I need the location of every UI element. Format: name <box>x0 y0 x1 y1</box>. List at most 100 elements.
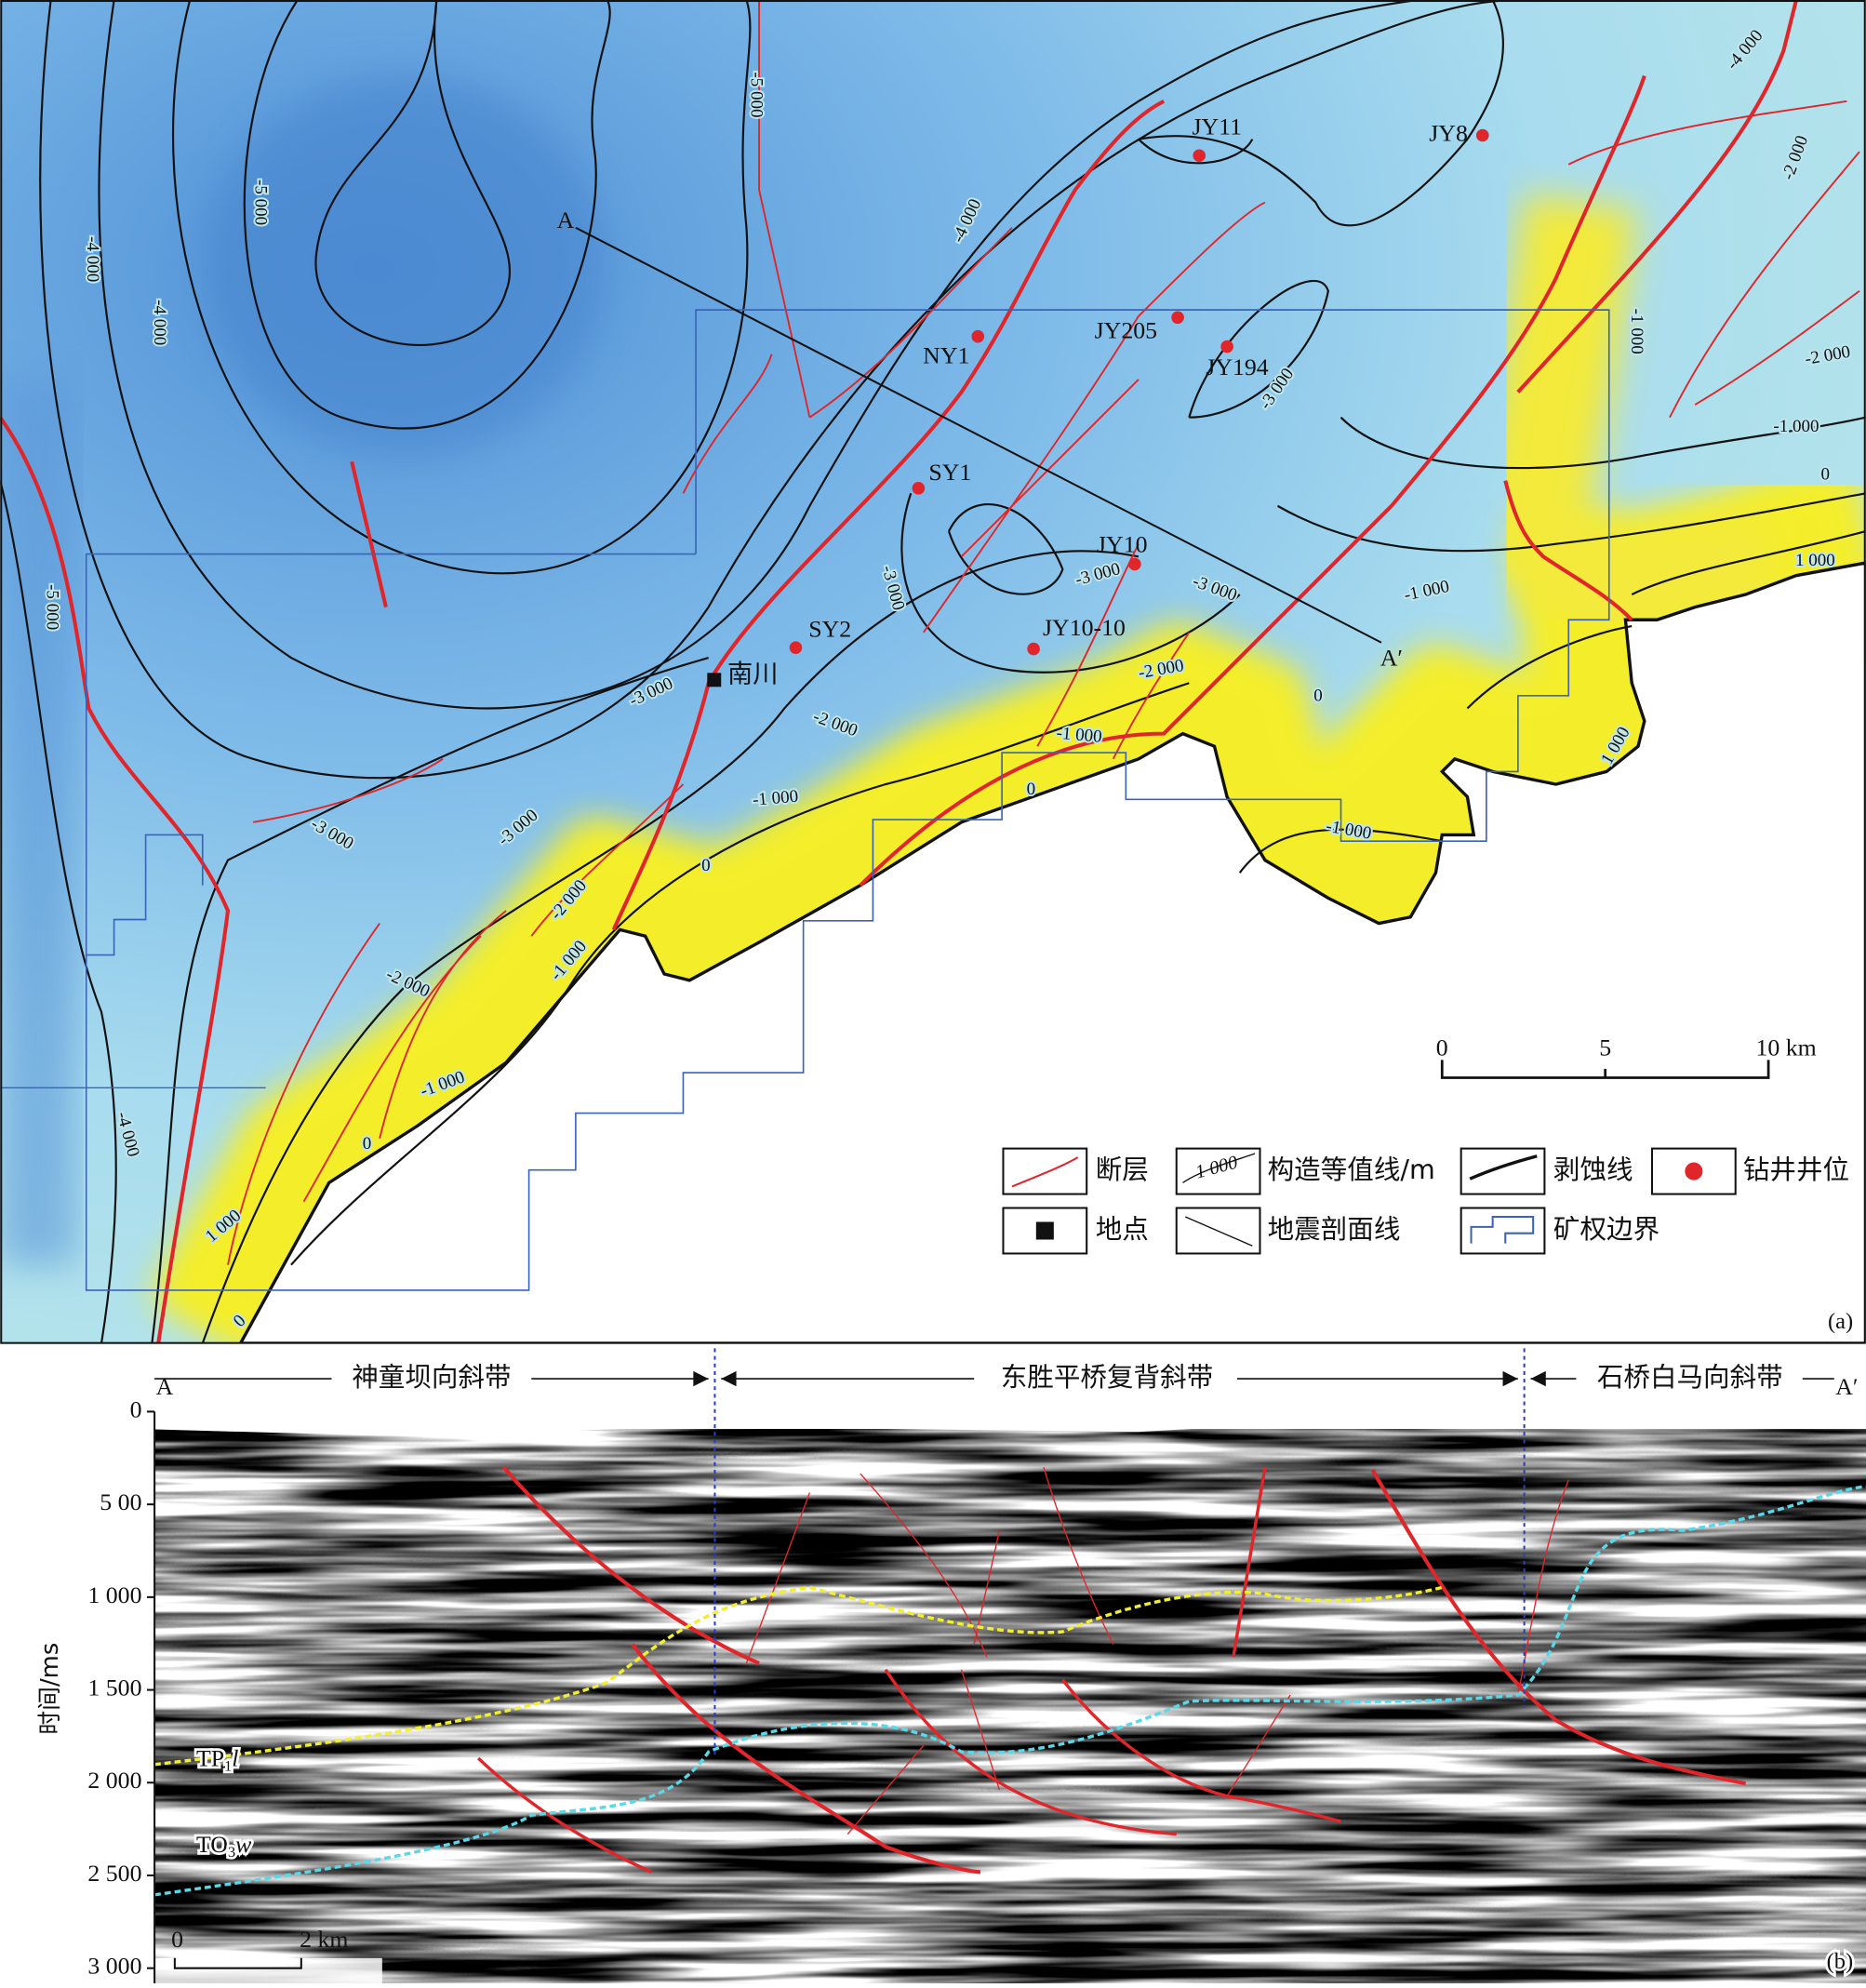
legend-box <box>1002 1147 1088 1195</box>
well-label: JY10 <box>1097 530 1148 557</box>
legend-boundary <box>1470 1216 1535 1244</box>
section-end: A′ <box>1835 1373 1858 1400</box>
legend-well <box>1685 1162 1703 1181</box>
legend-label: 剥蚀线 <box>1553 1154 1633 1185</box>
contours <box>0 0 1866 1343</box>
line-end: A′ <box>1380 645 1403 672</box>
panel-label: (a) <box>1828 1309 1853 1334</box>
contour-label: -5 000 <box>251 180 271 225</box>
y-tick-label: 2 500 <box>87 1860 141 1887</box>
contour-label: -5 000 <box>42 584 61 630</box>
horizon-main: TO <box>196 1831 228 1858</box>
y-tick-label: 0 <box>130 1395 142 1422</box>
contour-label: -1 000 <box>1627 309 1646 354</box>
faults <box>0 0 1798 1343</box>
seismic-image <box>154 1429 1866 1983</box>
well <box>1193 149 1206 163</box>
horizon-to3w <box>153 1484 1866 1897</box>
contour-label: -4 000 <box>83 236 102 282</box>
erosion-line <box>238 561 1866 1343</box>
legend-label: 钻井井位 <box>1743 1154 1849 1185</box>
depression <box>0 379 76 1265</box>
horizon-suffix: w <box>235 1831 252 1858</box>
contour-label: -1 000 <box>752 787 799 810</box>
well-label: JY205 <box>1095 317 1157 344</box>
contour-label: 1 000 <box>1795 551 1835 570</box>
section: 0 5 00 1 000 1 500 2 000 2 500 3 000 时间/ms 神童坝向斜… <box>36 1348 1866 1983</box>
well-label: JY11 <box>1192 113 1242 140</box>
legend-seismic-line <box>1184 1216 1253 1247</box>
legend-box <box>1175 1207 1261 1255</box>
legend-place <box>1035 1221 1054 1240</box>
horizon-tp1l <box>153 1585 1443 1767</box>
section-faults <box>477 1465 1747 1875</box>
y-tick-label: 5 00 <box>100 1488 141 1515</box>
mining-boundary <box>85 309 1610 1291</box>
legend-contour <box>1182 1153 1256 1183</box>
well-label: SY2 <box>808 615 851 642</box>
zone-arrowheads <box>693 1370 1546 1387</box>
place-label: 南川 <box>727 660 778 689</box>
legend-erosion <box>1469 1154 1538 1181</box>
legend-label: 地震剖面线 <box>1268 1213 1401 1245</box>
section-scale-bar <box>173 1957 302 1969</box>
contour-label: -5 000 <box>747 72 766 117</box>
contour-label: -1 000 <box>1773 417 1819 436</box>
scale-label: 0 <box>1436 1034 1448 1061</box>
scale-label: 5 <box>1599 1034 1611 1061</box>
y-tick-label: 1 000 <box>87 1581 141 1608</box>
mining-boundary <box>85 553 697 955</box>
y-tick-label: 3 000 <box>87 1953 141 1980</box>
y-tick-label: 2 000 <box>87 1767 141 1794</box>
legend-box <box>1459 1207 1546 1255</box>
place-marker <box>707 673 722 687</box>
contour-label: 0 <box>1821 465 1831 485</box>
well <box>1027 642 1040 656</box>
legend-label: 地点 <box>1096 1213 1149 1245</box>
well <box>1475 128 1489 142</box>
legend-label: 断层 <box>1096 1154 1149 1185</box>
zone-label: 东胜平桥复背斜带 <box>1001 1361 1213 1393</box>
well-label: NY1 <box>923 342 969 369</box>
zone-label: 石桥白马向斜带 <box>1597 1361 1783 1393</box>
section-top <box>154 1411 1866 1436</box>
uplift-zone <box>1469 193 1776 641</box>
well-label: JY194 <box>1206 354 1269 380</box>
legend-label: 矿权边界 <box>1553 1213 1659 1245</box>
horizon-label: TP1l <box>196 1745 239 1775</box>
legend <box>1002 1147 1737 1255</box>
legend-fault <box>1011 1156 1079 1188</box>
legend-label: 构造等值线/m <box>1268 1154 1435 1185</box>
scale-bar <box>1440 1060 1770 1079</box>
depression <box>202 75 607 456</box>
panel-label: (b) <box>1827 1949 1854 1974</box>
well <box>912 482 926 495</box>
contour-label: -4 000 <box>150 300 169 345</box>
horizon-sub: 3 <box>228 1843 235 1861</box>
well-label: SY1 <box>928 459 971 486</box>
contour-label: 0 <box>1027 780 1036 799</box>
legend-box <box>1459 1147 1546 1195</box>
contour-label: 0 <box>363 1134 372 1154</box>
map-frame <box>0 0 1866 1344</box>
section-end: A <box>156 1373 174 1400</box>
contour-label: 0 <box>701 856 711 875</box>
section-scale-label: 2 km <box>300 1926 348 1953</box>
horizon-label: TO3w <box>196 1831 252 1861</box>
horizon-sub: 1 <box>224 1756 232 1774</box>
line-end: A <box>557 207 575 233</box>
map: JY11 JY8 NY1 JY205 JY194 SY1 JY10 JY10-10 SY2 南川 A… <box>0 0 1866 1343</box>
horizon-main: TP <box>196 1745 224 1772</box>
well <box>1171 311 1184 325</box>
contour-label: 0 <box>1313 687 1323 706</box>
section-scale-label: 0 <box>171 1926 183 1953</box>
y-axis-label: 时间/ms <box>36 1643 64 1735</box>
well-label: JY10-10 <box>1043 614 1126 641</box>
well <box>789 641 803 654</box>
horizon-suffix: l <box>232 1745 238 1772</box>
seismic-line <box>575 226 1382 644</box>
zone-label: 神童坝向斜带 <box>352 1361 511 1393</box>
well <box>1220 340 1233 354</box>
